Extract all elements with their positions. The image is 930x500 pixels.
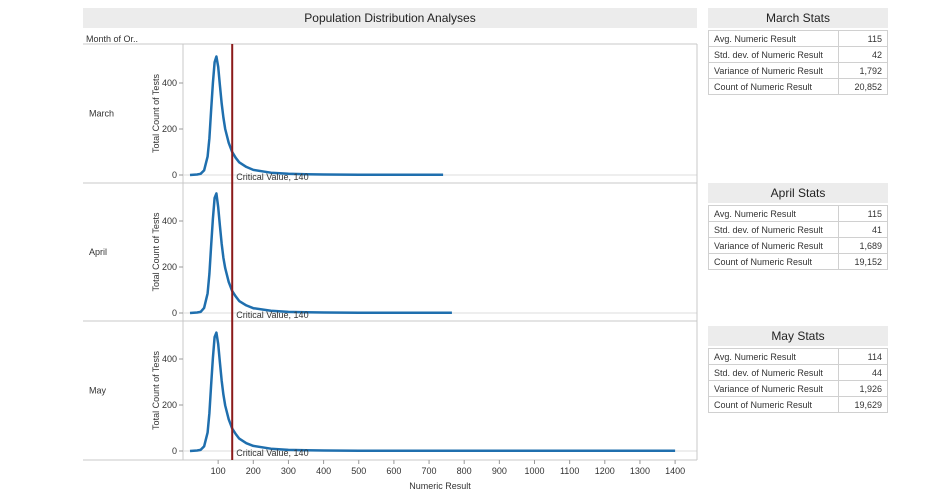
stats-table-may: May Stats Avg. Numeric Result 114 Std. de… [708, 326, 888, 413]
stat-label: Variance of Numeric Result [708, 62, 839, 79]
stat-value: 114 [838, 348, 888, 365]
table-row: Variance of Numeric Result 1,926 [708, 380, 888, 397]
x-tick-label: 200 [246, 466, 261, 476]
stat-label: Avg. Numeric Result [708, 30, 839, 47]
stats-title: March Stats [708, 8, 888, 28]
stat-label: Count of Numeric Result [708, 253, 839, 270]
critical-value-label: Critical Value, 140 [236, 172, 308, 182]
stat-value: 1,926 [838, 380, 888, 397]
x-tick-label: 100 [211, 466, 226, 476]
y-tick-label: 200 [162, 262, 177, 272]
table-row: Avg. Numeric Result 115 [708, 30, 888, 47]
critical-value-label: Critical Value, 140 [236, 310, 308, 320]
stat-value: 1,792 [838, 62, 888, 79]
y-tick-label: 400 [162, 78, 177, 88]
table-row: Count of Numeric Result 19,152 [708, 253, 888, 270]
y-tick-label: 200 [162, 124, 177, 134]
stat-value: 115 [838, 30, 888, 47]
x-tick-label: 700 [422, 466, 437, 476]
stat-value: 42 [838, 46, 888, 63]
row-label: May [89, 386, 107, 396]
y-axis-title: Total Count of Tests [151, 74, 161, 153]
series-line-april [189, 192, 452, 315]
stat-label: Count of Numeric Result [708, 396, 839, 413]
y-tick-label: 200 [162, 400, 177, 410]
table-row: Avg. Numeric Result 114 [708, 348, 888, 365]
row-label: April [89, 247, 107, 257]
x-tick-label: 1400 [665, 466, 685, 476]
chart-title: Population Distribution Analyses [83, 8, 697, 28]
x-tick-label: 900 [492, 466, 507, 476]
stat-label: Variance of Numeric Result [708, 380, 839, 397]
x-tick-label: 1100 [560, 466, 579, 476]
critical-value-label: Critical Value, 140 [236, 448, 308, 458]
stat-label: Std. dev. of Numeric Result [708, 221, 839, 238]
stat-label: Variance of Numeric Result [708, 237, 839, 254]
table-row: Std. dev. of Numeric Result 41 [708, 221, 888, 238]
table-row: Avg. Numeric Result 115 [708, 205, 888, 222]
table-row: Variance of Numeric Result 1,792 [708, 62, 888, 79]
stats-grid: Avg. Numeric Result 115 Std. dev. of Nume… [708, 30, 888, 95]
table-row: Std. dev. of Numeric Result 44 [708, 364, 888, 381]
stat-value: 1,689 [838, 237, 888, 254]
stat-value: 115 [838, 205, 888, 222]
stats-grid: Avg. Numeric Result 115 Std. dev. of Nume… [708, 205, 888, 270]
x-tick-label: 1000 [524, 466, 544, 476]
x-tick-label: 1300 [630, 466, 650, 476]
x-tick-label: 400 [316, 466, 331, 476]
stat-value: 19,152 [838, 253, 888, 270]
y-tick-label: 400 [162, 216, 177, 226]
stat-label: Avg. Numeric Result [708, 348, 839, 365]
stats-table-april: April Stats Avg. Numeric Result 115 Std. … [708, 183, 888, 270]
x-tick-label: 500 [351, 466, 366, 476]
stats-table-march: March Stats Avg. Numeric Result 115 Std. … [708, 8, 888, 95]
table-row: Std. dev. of Numeric Result 42 [708, 46, 888, 63]
y-tick-label: 400 [162, 354, 177, 364]
table-row: Count of Numeric Result 19,629 [708, 396, 888, 413]
stat-value: 44 [838, 364, 888, 381]
y-tick-label: 0 [172, 446, 177, 456]
row-label: March [89, 109, 114, 119]
stat-value: 41 [838, 221, 888, 238]
y-tick-label: 0 [172, 170, 177, 180]
x-tick-label: 1200 [595, 466, 615, 476]
stats-title: May Stats [708, 326, 888, 346]
table-row: Variance of Numeric Result 1,689 [708, 237, 888, 254]
series-line-march [189, 55, 444, 177]
stat-value: 20,852 [838, 78, 888, 95]
stat-label: Std. dev. of Numeric Result [708, 364, 839, 381]
y-axis-title: Total Count of Tests [151, 212, 161, 291]
x-tick-label: 800 [457, 466, 472, 476]
stat-value: 19,629 [838, 396, 888, 413]
y-axis-title: Total Count of Tests [151, 351, 161, 430]
x-axis-title: Numeric Result [409, 481, 471, 491]
stats-grid: Avg. Numeric Result 114 Std. dev. of Nume… [708, 348, 888, 413]
stat-label: Std. dev. of Numeric Result [708, 46, 839, 63]
table-row: Count of Numeric Result 20,852 [708, 78, 888, 95]
y-tick-label: 0 [172, 308, 177, 318]
stat-label: Count of Numeric Result [708, 78, 839, 95]
x-tick-label: 600 [386, 466, 401, 476]
series-line-may [189, 331, 676, 453]
stat-label: Avg. Numeric Result [708, 205, 839, 222]
x-tick-label: 300 [281, 466, 296, 476]
stats-title: April Stats [708, 183, 888, 203]
row-header: Month of Or.. [86, 34, 139, 44]
